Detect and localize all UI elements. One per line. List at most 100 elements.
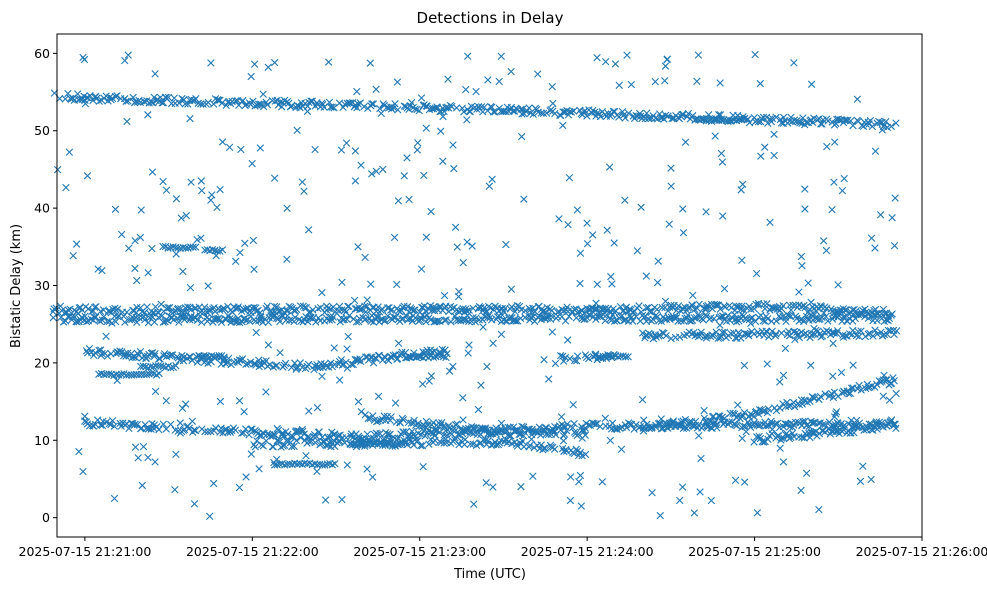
detection-marker bbox=[609, 311, 617, 319]
detection-marker bbox=[840, 116, 849, 124]
detection-marker bbox=[397, 350, 406, 358]
detection-marker bbox=[75, 447, 83, 456]
detection-marker bbox=[182, 400, 190, 408]
detection-marker bbox=[449, 141, 457, 149]
detection-marker bbox=[237, 145, 245, 154]
detection-marker bbox=[136, 233, 145, 242]
detection-marker bbox=[575, 477, 583, 486]
detection-marker bbox=[340, 315, 348, 324]
detection-marker bbox=[540, 355, 548, 364]
detection-marker bbox=[416, 441, 425, 450]
detection-marker bbox=[357, 161, 365, 169]
detection-marker bbox=[819, 420, 827, 429]
detection-marker bbox=[125, 424, 133, 433]
detection-marker bbox=[269, 443, 277, 451]
detection-marker bbox=[81, 100, 90, 108]
detection-marker bbox=[892, 389, 900, 398]
detection-marker bbox=[298, 178, 307, 186]
detection-marker bbox=[692, 115, 700, 124]
detection-marker bbox=[583, 239, 592, 248]
detection-marker bbox=[559, 121, 567, 130]
detection-marker bbox=[159, 420, 168, 428]
detection-marker bbox=[850, 429, 858, 437]
detection-marker bbox=[429, 419, 437, 427]
detection-marker bbox=[625, 305, 634, 314]
detection-marker bbox=[201, 427, 209, 436]
detection-marker bbox=[603, 310, 611, 319]
detection-marker bbox=[398, 348, 406, 356]
detection-marker bbox=[300, 430, 308, 438]
detection-marker bbox=[83, 172, 92, 180]
detection-marker bbox=[477, 381, 485, 389]
detection-marker bbox=[465, 306, 473, 314]
detection-marker bbox=[361, 253, 369, 262]
detection-marker bbox=[835, 311, 843, 319]
detection-marker bbox=[311, 145, 319, 154]
detection-marker bbox=[657, 415, 665, 423]
detection-marker bbox=[779, 302, 787, 310]
detection-marker bbox=[159, 177, 167, 186]
detection-marker bbox=[711, 132, 719, 140]
detection-marker bbox=[172, 250, 180, 258]
detection-marker bbox=[520, 195, 528, 203]
detection-marker bbox=[685, 317, 694, 325]
detection-marker bbox=[573, 352, 582, 360]
detection-marker bbox=[334, 437, 343, 446]
chart-title: Detections in Delay bbox=[417, 9, 564, 27]
detection-marker bbox=[255, 362, 263, 371]
detection-marker bbox=[702, 117, 710, 125]
detection-marker bbox=[717, 149, 726, 158]
detection-marker bbox=[724, 311, 732, 320]
detection-marker bbox=[49, 313, 57, 322]
detection-marker bbox=[829, 339, 837, 348]
detection-marker bbox=[821, 420, 829, 429]
detection-marker bbox=[721, 303, 730, 311]
detection-marker bbox=[369, 359, 378, 367]
detection-marker bbox=[864, 330, 872, 338]
detection-marker bbox=[488, 175, 496, 183]
detection-marker bbox=[545, 375, 553, 383]
detection-marker bbox=[96, 317, 104, 325]
detection-marker bbox=[463, 238, 471, 246]
detection-marker bbox=[479, 323, 487, 331]
detection-marker bbox=[566, 473, 575, 481]
detection-marker bbox=[144, 453, 152, 462]
detection-marker bbox=[731, 476, 740, 484]
detection-marker bbox=[291, 313, 299, 322]
detection-marker bbox=[518, 437, 527, 445]
detection-marker bbox=[413, 105, 421, 114]
detection-marker bbox=[834, 327, 842, 335]
detection-marker bbox=[497, 427, 505, 435]
detection-marker bbox=[149, 313, 157, 321]
detection-marker bbox=[773, 419, 782, 428]
detection-marker bbox=[273, 361, 281, 369]
detection-marker bbox=[451, 223, 460, 231]
detection-marker bbox=[263, 302, 271, 310]
detection-marker bbox=[870, 311, 878, 319]
detection-marker bbox=[857, 327, 865, 335]
detection-marker bbox=[160, 352, 168, 360]
detection-marker bbox=[653, 312, 662, 321]
detection-marker bbox=[362, 308, 370, 316]
detection-marker bbox=[425, 377, 433, 385]
detection-marker bbox=[338, 495, 346, 504]
detection-marker bbox=[616, 424, 624, 433]
detection-marker bbox=[429, 353, 438, 361]
detection-marker bbox=[367, 280, 375, 288]
detection-marker bbox=[801, 417, 809, 425]
detection-marker bbox=[139, 362, 147, 370]
y-tick-label: 60 bbox=[34, 46, 50, 61]
detection-marker bbox=[181, 100, 189, 108]
detection-marker bbox=[657, 317, 665, 326]
detection-marker bbox=[82, 418, 91, 426]
detection-marker bbox=[453, 243, 461, 251]
detection-marker bbox=[845, 390, 853, 398]
detection-marker bbox=[255, 431, 264, 440]
detection-marker bbox=[654, 257, 662, 265]
detection-marker bbox=[780, 434, 788, 443]
detection-marker bbox=[770, 151, 778, 160]
detection-marker bbox=[797, 252, 806, 261]
detection-marker bbox=[197, 234, 205, 242]
detection-marker bbox=[507, 285, 516, 293]
detection-marker bbox=[454, 292, 463, 301]
